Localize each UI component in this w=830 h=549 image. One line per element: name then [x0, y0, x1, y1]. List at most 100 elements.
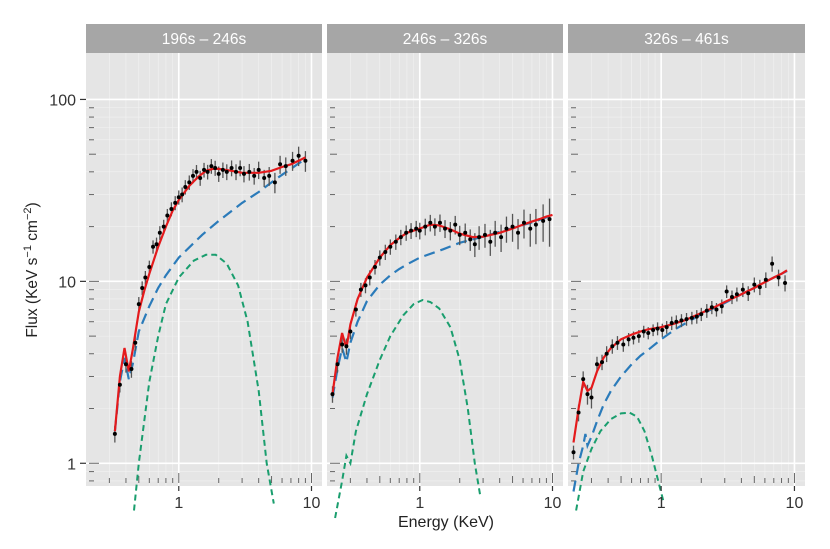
data-point	[746, 291, 751, 296]
data-point	[472, 242, 477, 247]
data-point	[482, 232, 487, 237]
data-point	[783, 280, 788, 285]
data-point	[729, 295, 734, 300]
data-point	[684, 317, 689, 322]
data-point	[216, 171, 221, 176]
data-point	[423, 224, 428, 229]
data-point	[428, 220, 433, 225]
data-point	[457, 232, 462, 237]
y-axis-title-part: −2	[22, 208, 34, 221]
data-point	[547, 217, 552, 222]
data-point	[468, 237, 473, 242]
data-point	[770, 261, 775, 266]
data-point	[234, 169, 239, 174]
data-point	[763, 277, 768, 282]
panel-2: 246s – 326s 1 10	[327, 24, 563, 519]
data-point	[576, 410, 581, 415]
data-point	[709, 305, 714, 310]
data-point	[533, 222, 538, 227]
data-point	[112, 431, 117, 436]
data-point	[213, 165, 218, 170]
total-model-line	[113, 156, 306, 432]
data-point	[296, 153, 301, 158]
data-point	[679, 318, 684, 323]
data-point	[278, 162, 283, 167]
data-point	[252, 173, 257, 178]
panel-3: 326s – 461s 1 10	[568, 24, 805, 512]
panel-title: 196s – 246s	[162, 31, 247, 48]
component-1-line	[113, 158, 306, 432]
panel-strip	[327, 24, 563, 53]
y-tick-label: 1	[67, 456, 76, 473]
data-point	[353, 307, 358, 312]
data-point	[757, 285, 762, 290]
data-point	[689, 315, 694, 320]
y-tick-label: 100	[49, 92, 76, 109]
data-point	[432, 224, 437, 229]
data-point	[161, 224, 166, 229]
y-tick-label: 10	[58, 274, 76, 291]
data-point	[714, 307, 719, 312]
data-point	[589, 395, 594, 400]
data-point	[409, 228, 414, 233]
data-point	[383, 249, 388, 254]
data-point	[463, 230, 468, 235]
data-point	[147, 264, 152, 269]
data-point	[752, 282, 757, 287]
data-point	[363, 283, 368, 288]
data-point	[600, 360, 605, 365]
data-point	[641, 329, 646, 334]
data-point	[417, 228, 422, 233]
y-axis-title-part: cm	[24, 220, 41, 245]
data-point	[358, 287, 363, 292]
data-point	[348, 329, 353, 334]
data-point	[585, 392, 590, 397]
data-point	[262, 175, 267, 180]
data-point	[129, 366, 134, 371]
data-point	[615, 340, 620, 345]
data-point	[453, 222, 458, 227]
data-point	[651, 328, 656, 333]
data-point	[610, 344, 615, 349]
data-point	[169, 206, 174, 211]
data-point	[151, 244, 156, 249]
y-axis-title-part: −1	[22, 245, 34, 258]
data-point	[636, 334, 641, 339]
component-2-line	[334, 298, 482, 519]
data-point	[621, 342, 626, 347]
data-point	[504, 226, 509, 231]
y-axis-title-part: )	[24, 202, 41, 207]
data-point	[238, 165, 243, 170]
data-point	[581, 377, 586, 382]
data-point	[180, 192, 185, 197]
data-point	[190, 173, 195, 178]
data-point	[516, 230, 521, 235]
data-point	[646, 331, 651, 336]
x-axis-title: Energy (KeV)	[398, 514, 494, 531]
data-point	[404, 230, 409, 235]
data-point	[660, 328, 665, 333]
data-point	[488, 239, 493, 244]
data-point	[340, 342, 345, 347]
data-point	[528, 226, 533, 231]
panel-1: 196s – 246s 1 10	[86, 24, 322, 512]
data-point	[194, 169, 199, 174]
x-tick-label: 1	[174, 495, 183, 512]
data-point	[674, 319, 679, 324]
data-point	[499, 235, 504, 240]
data-point	[367, 275, 372, 280]
data-point	[123, 362, 128, 367]
data-point	[133, 340, 138, 345]
data-point	[724, 289, 729, 294]
data-point	[541, 218, 546, 223]
data-point	[510, 224, 515, 229]
data-point	[335, 362, 340, 367]
data-point	[165, 213, 170, 218]
x-tick-label: 10	[303, 495, 321, 512]
data-point	[493, 230, 498, 235]
data-point	[393, 239, 398, 244]
panel-background	[86, 53, 322, 486]
data-point	[220, 167, 225, 172]
data-point	[224, 169, 229, 174]
component-2-line	[133, 253, 275, 511]
